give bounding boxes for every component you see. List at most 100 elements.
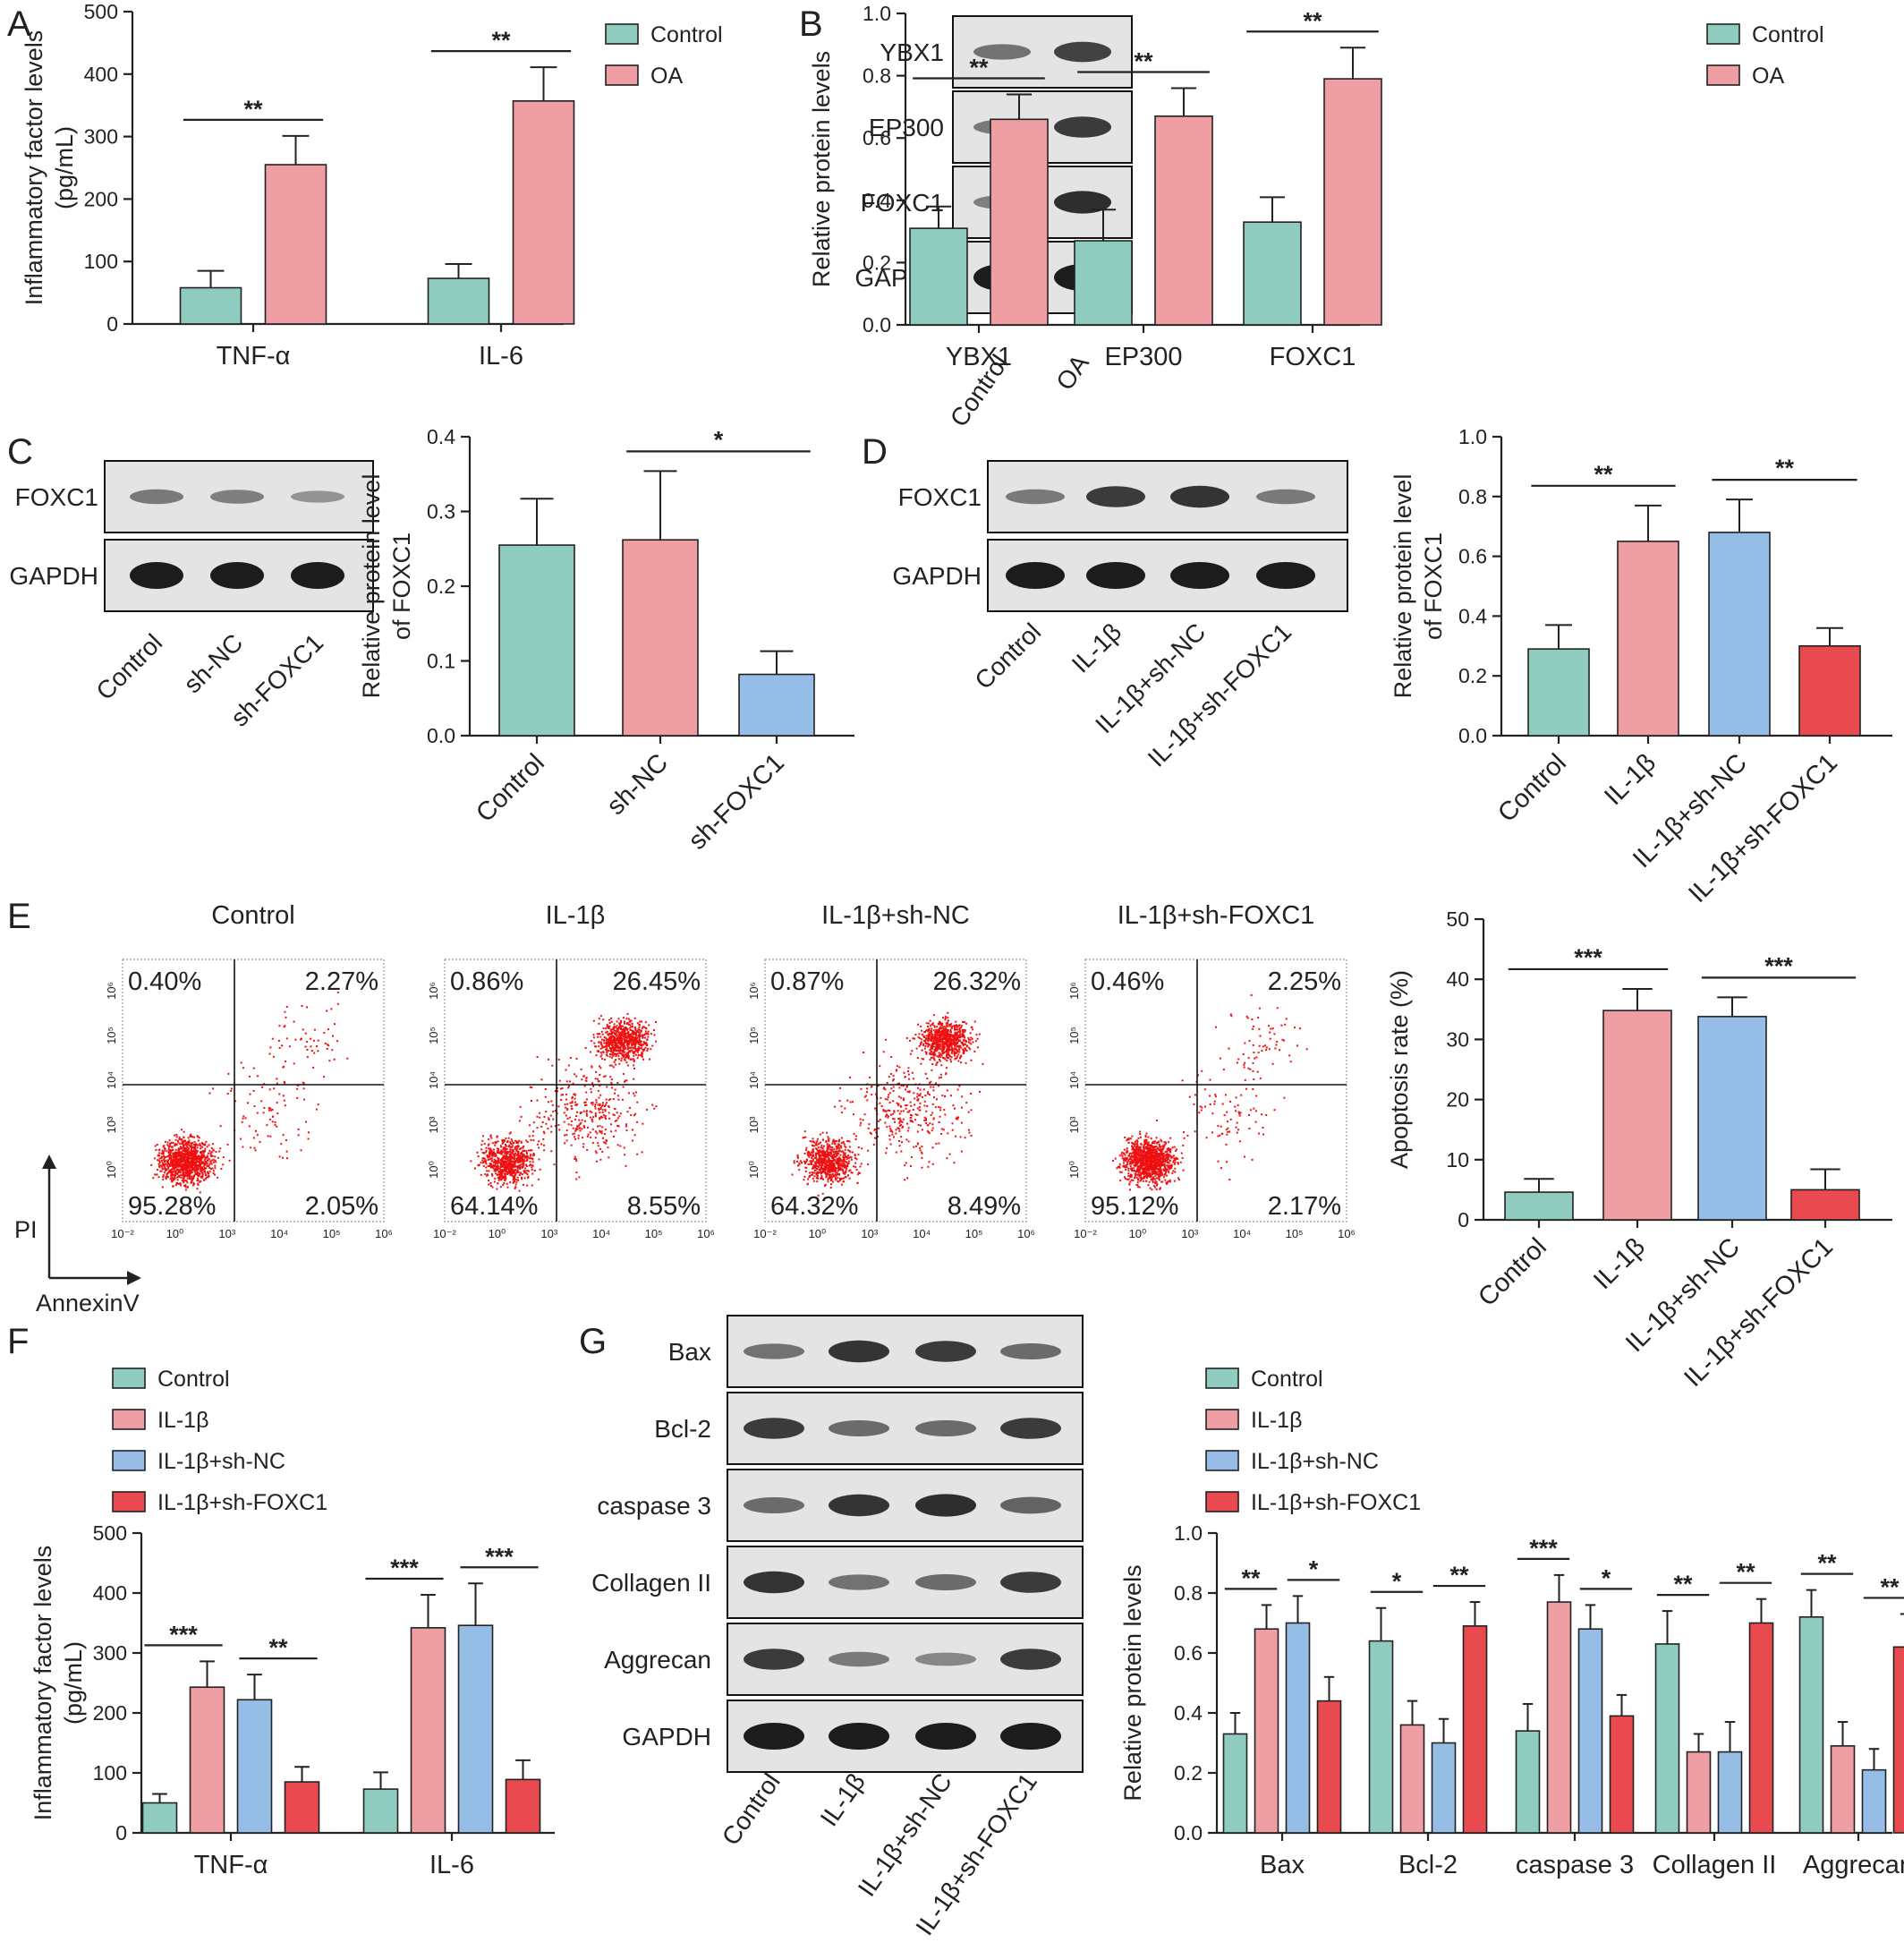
quadrant-upper-left-percent: 0.86%: [450, 967, 523, 996]
y-axis-title: Relative protein level of FOXC1: [358, 474, 415, 699]
y-tick-label: 300: [84, 125, 118, 149]
blot-band: [1006, 562, 1065, 589]
bar-caspase-3-control: [1515, 1730, 1541, 1834]
legend-label: IL-1β: [157, 1408, 208, 1433]
flow-x-tick-label: 10⁶: [375, 1227, 393, 1240]
flow-plot-title: Control: [211, 901, 295, 930]
bar-control: [498, 544, 575, 737]
bar-il-1: [1602, 1010, 1672, 1221]
quadrant-upper-left-percent: 0.46%: [1091, 967, 1164, 996]
blot-band: [1000, 1418, 1061, 1439]
blot-band: [291, 562, 344, 589]
chart-e: 0 10 20 30 40 50 Apoptosis rate (%) Control IL-1…: [1386, 907, 1892, 1393]
y-tick-label: 0.0: [1174, 1821, 1203, 1845]
legend-label: Control: [1251, 1367, 1323, 1392]
flow-y-tick-label: 10³: [747, 1116, 761, 1133]
blot-lane-label: Control: [717, 1768, 786, 1851]
y-tick-label: 500: [84, 0, 118, 23]
y-tick-label: 30: [1446, 1027, 1469, 1051]
blot-row-label: FOXC1: [861, 189, 944, 217]
legend-swatch-control: [112, 1367, 146, 1389]
legend-label: Control: [650, 22, 723, 47]
x-category-label: TNF-α: [194, 1851, 268, 1879]
flow-plot-frame: [1084, 958, 1347, 1223]
y-tick-label: 0: [1458, 1208, 1469, 1231]
y-tick-label: 0.6: [863, 126, 891, 149]
significance-stars: *: [714, 426, 724, 453]
flow-plot-control: Control 0.40% 2.27% 95.28% 2.05% 10⁻² 10⁰ 10³ 10…: [105, 901, 393, 1240]
x-category-label: sh-NC: [601, 748, 674, 821]
y-tick-label: 0.4: [1458, 604, 1487, 627]
western-blot-g: Bax Bcl-2 caspase 3 Collagen II Aggrecan GAPD…: [591, 1315, 1084, 1940]
flow-x-tick-label: 10⁵: [323, 1227, 341, 1240]
blot-row-label: FOXC1: [898, 483, 982, 511]
quadrant-lower-left-percent: 64.14%: [450, 1192, 538, 1221]
flow-x-tick-label: 10⁰: [809, 1227, 827, 1240]
bar-il-1-sh-nc: [1697, 1016, 1767, 1221]
bar-il-6-il-1: [410, 1627, 446, 1834]
blot-band: [1256, 489, 1315, 505]
bar-il-1-sh-foxc1: [1790, 1188, 1860, 1221]
bar-ep300-oa: [1154, 115, 1213, 326]
x-category-label: Collagen II: [1653, 1851, 1777, 1879]
significance-stars: **: [1775, 455, 1795, 481]
legend-label: IL-1β+sh-FOXC1: [1251, 1490, 1421, 1515]
y-tick-label: 1.0: [1174, 1521, 1203, 1545]
bar-caspase-3-il-1-sh-foxc1: [1609, 1715, 1635, 1834]
bar-caspase-3-il-1-sh-nc: [1577, 1628, 1603, 1834]
blot-band: [829, 1340, 889, 1363]
bar-ep300-control: [1074, 240, 1133, 326]
y-axis-title-line: of FOXC1: [1420, 532, 1447, 640]
y-tick-label: 0.4: [863, 189, 891, 212]
blot-band: [1054, 191, 1111, 214]
y-axis-title-line: Inflammatory factor levels: [21, 30, 47, 306]
blot-band: [915, 1420, 976, 1436]
chart-g: 0.0 0.2 0.4 0.6 0.8 1.0 Relative protein level…: [1119, 1367, 1904, 1879]
x-category-label: IL-6: [479, 342, 523, 371]
significance-stars: **: [1449, 1562, 1469, 1589]
blot-band: [1000, 1343, 1061, 1359]
blot-band: [973, 44, 1031, 60]
flow-plot-il-1-sh-foxc1: IL-1β+sh-FOXC1 0.46% 2.25% 95.12% 2.17% 10⁻² 1…: [1067, 901, 1356, 1240]
bar-tnf-il-1-sh-foxc1: [284, 1781, 320, 1834]
flow-dots: [791, 1011, 984, 1197]
significance-stars: **: [1673, 1571, 1693, 1597]
y-tick-label: 1.0: [863, 2, 891, 25]
bar-tnf-oa: [264, 164, 327, 325]
y-tick-label: 0.1: [427, 650, 455, 673]
blot-band: [1054, 116, 1111, 138]
y-tick-label: 0.0: [863, 313, 891, 337]
bar-foxc1-control: [1243, 221, 1302, 326]
flow-x-tick-label: 10⁵: [1286, 1227, 1304, 1240]
flow-y-tick-label: 10⁵: [747, 1027, 761, 1044]
quadrant-lower-left-percent: 64.32%: [770, 1192, 858, 1221]
blot-lane-label: IL-1β+sh-FOXC1: [1143, 618, 1297, 772]
flow-plot-frame: [444, 958, 707, 1223]
significance-stars: **: [1303, 7, 1322, 34]
y-axis-title: Relative protein level of FOXC1: [1390, 474, 1447, 699]
y-axis-title-line: Relative protein levels: [808, 51, 835, 287]
bar-control: [1527, 648, 1590, 737]
legend-swatch-oa: [605, 64, 639, 86]
blot-band: [1086, 486, 1145, 507]
bar-il-6-il-1-sh-foxc1: [505, 1778, 541, 1834]
y-tick-label: 0.2: [1458, 664, 1487, 687]
legend-label: OA: [650, 64, 683, 89]
panel-label-f: F: [7, 1322, 29, 1361]
blot-band: [915, 1652, 976, 1666]
flow-x-tick-label: 10⁻²: [753, 1227, 777, 1240]
blot-band: [1170, 562, 1229, 589]
blot-row-label: caspase 3: [597, 1492, 711, 1520]
flow-y-tick-label: 10³: [105, 1116, 118, 1133]
significance-stars: **: [491, 27, 511, 54]
y-tick-label: 1.0: [1458, 425, 1487, 448]
bar-tnf-il-1-sh-nc: [236, 1699, 273, 1834]
blot-row-label: GAPDH: [892, 562, 982, 590]
flow-y-tick-label: 10⁶: [1067, 982, 1081, 1000]
quadrant-lower-right-percent: 8.49%: [948, 1192, 1021, 1221]
quadrant-upper-right-percent: 2.25%: [1268, 967, 1341, 996]
panel-label-e: E: [7, 897, 31, 936]
legend-swatch-il-1-sh-foxc1: [1205, 1491, 1239, 1512]
blot-band: [829, 1723, 889, 1750]
bar-il-1-sh-nc: [1708, 532, 1771, 737]
